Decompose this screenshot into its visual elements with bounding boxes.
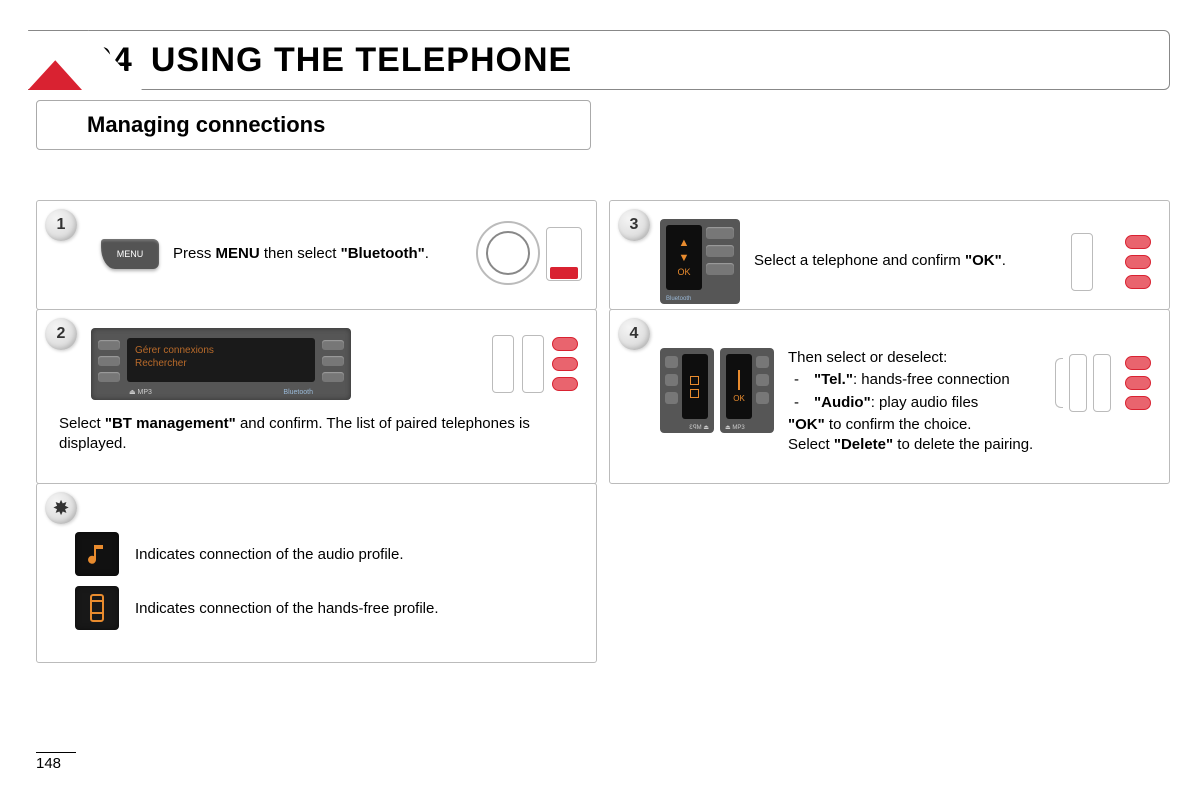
panel-footer-left: ⏏ MP3 — [129, 388, 152, 396]
legend-audio: Indicates connection of the audio profil… — [75, 532, 582, 576]
section-subtitle-box: Managing connections — [36, 100, 591, 150]
bluetooth-label: Bluetooth — [666, 296, 691, 302]
nav-panel-graphic: ▲ ▼ OK Bluetooth — [660, 219, 740, 304]
screen-line-1: Gérer connexions — [135, 344, 307, 357]
step-4: 4 ⏏ MP3 OK ⏏ MP3 Then select or des — [609, 309, 1170, 484]
buttons-outline-diagram — [482, 329, 582, 399]
phone-icon — [75, 586, 119, 630]
buttons-outline-diagram-2 — [1065, 227, 1155, 297]
step-2-text: Select "BT management" and confirm. The … — [51, 414, 582, 455]
music-note-icon — [75, 532, 119, 576]
step-1-text: Press MENU then select "Bluetooth". — [173, 244, 458, 264]
step-number-4: 4 — [618, 318, 650, 350]
step-number-1: 1 — [45, 209, 77, 241]
chapter-title: USING THE TELEPHONE — [151, 41, 572, 80]
legend-hf-text: Indicates connection of the hands-free p… — [135, 600, 439, 617]
menu-key-icon: MENU — [101, 239, 159, 269]
step-number-2: 2 — [45, 318, 77, 350]
step-number-3: 3 — [618, 209, 650, 241]
step-2: 2 Gérer connexions Rechercher ⏏ MP3 Blue… — [36, 309, 597, 484]
tip-icon: ✸ — [45, 492, 77, 524]
tip-box: ✸ Indicates connection of the audio prof… — [36, 483, 597, 663]
stalk-diagram — [472, 219, 582, 289]
buttons-outline-diagram-3 — [1055, 348, 1155, 418]
title-box: 04 USING THE TELEPHONE — [28, 30, 1170, 90]
step-1: 1 MENU Press MENU then select "Bluetooth… — [36, 200, 597, 310]
step-4-text: Then select or deselect: "Tel.": hands-f… — [788, 348, 1041, 455]
dual-panel-graphic: ⏏ MP3 OK ⏏ MP3 — [660, 348, 774, 433]
legend-audio-text: Indicates connection of the audio profil… — [135, 546, 404, 563]
up-arrow-icon: ▲ — [679, 238, 690, 249]
legend-handsfree: Indicates connection of the hands-free p… — [75, 586, 582, 630]
down-arrow-icon: ▼ — [679, 253, 690, 264]
panel-footer-right: Bluetooth — [283, 389, 313, 396]
chapter-title-bar: 04 USING THE TELEPHONE — [28, 30, 1170, 90]
ok-label: OK — [677, 268, 690, 277]
step-3: 3 ▲ ▼ OK Bluetooth Select a telephone an… — [609, 200, 1170, 310]
screen-line-2: Rechercher — [135, 357, 307, 370]
section-subtitle: Managing connections — [87, 112, 325, 138]
step-3-text: Select a telephone and confirm "OK". — [754, 251, 1051, 271]
menu-key-graphic: MENU — [81, 239, 159, 269]
page-number: 148 — [36, 752, 76, 772]
radio-panel-graphic: Gérer connexions Rechercher ⏏ MP3 Blueto… — [91, 328, 351, 400]
